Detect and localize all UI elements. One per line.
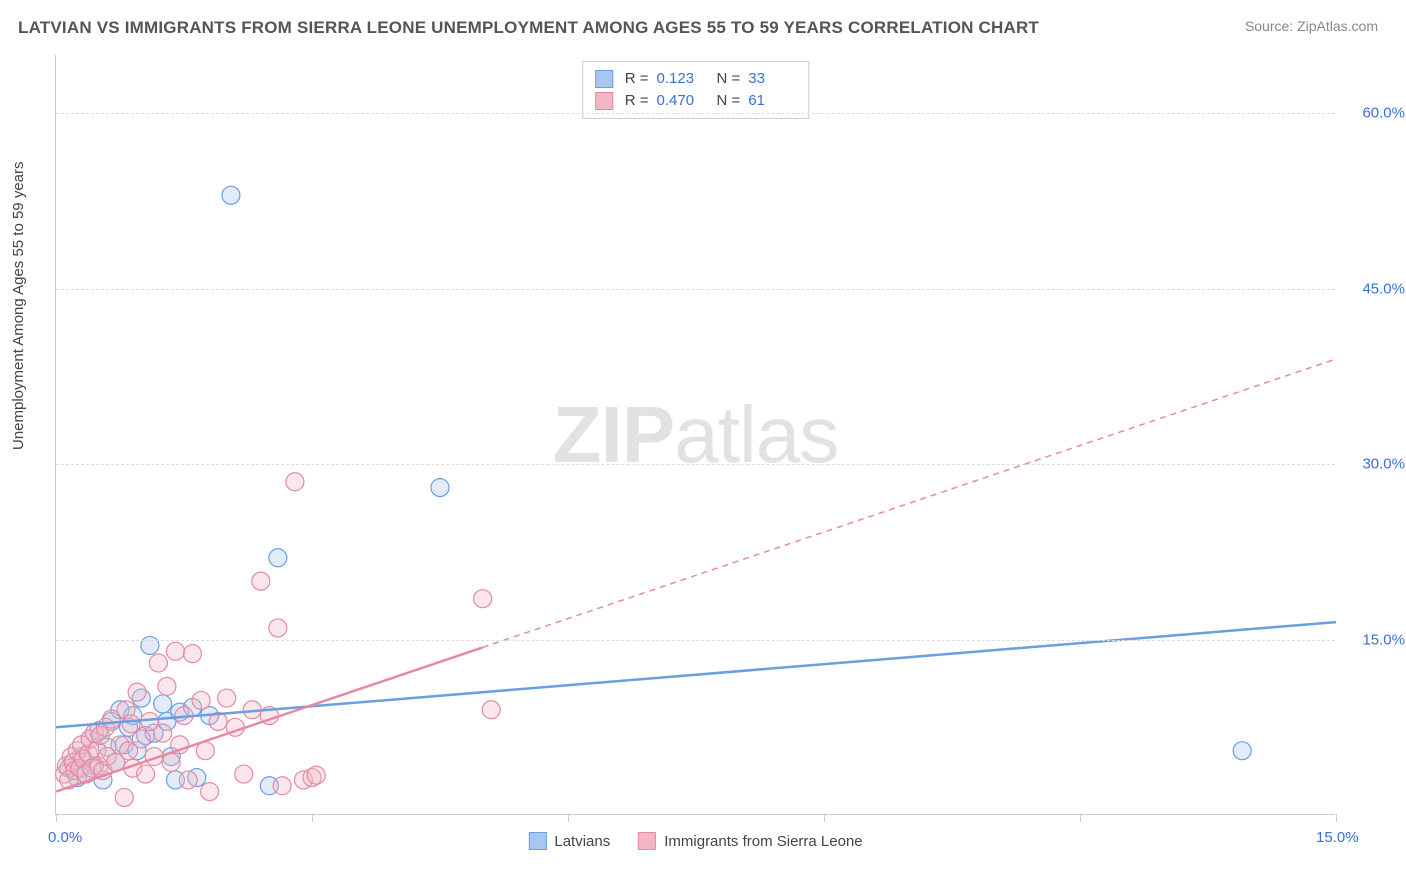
n-value-sierra-leone: 61	[748, 90, 796, 112]
y-axis-label: Unemployment Among Ages 55 to 59 years	[10, 161, 27, 450]
chart-plot-area: ZIPatlas R = 0.123 N = 33 R = 0.470 N = …	[55, 55, 1335, 815]
data-point	[222, 186, 240, 204]
data-point	[179, 771, 197, 789]
data-point	[149, 654, 167, 672]
y-tick-label: 60.0%	[1345, 105, 1405, 122]
legend-stats-row-1: R = 0.123 N = 33	[595, 68, 797, 90]
chart-svg	[56, 55, 1335, 814]
gridline	[56, 640, 1335, 641]
trend-line-extrapolated	[483, 359, 1336, 647]
x-tick	[56, 814, 57, 822]
x-tick	[1080, 814, 1081, 822]
data-point	[128, 683, 146, 701]
data-point	[115, 788, 133, 806]
gridline	[56, 464, 1335, 465]
n-value-latvians: 33	[748, 68, 796, 90]
x-tick-label: 15.0%	[1316, 829, 1359, 846]
legend-item-sierra-leone: Immigrants from Sierra Leone	[638, 832, 862, 850]
y-tick-label: 45.0%	[1345, 280, 1405, 297]
gridline	[56, 289, 1335, 290]
n-label: N =	[717, 90, 741, 112]
data-point	[154, 724, 172, 742]
data-point	[307, 766, 325, 784]
data-point	[184, 645, 202, 663]
x-tick	[568, 814, 569, 822]
y-tick-label: 30.0%	[1345, 456, 1405, 473]
legend-swatch-icon	[638, 832, 656, 850]
data-point	[273, 777, 291, 795]
gridline	[56, 113, 1335, 114]
r-label: R =	[625, 68, 649, 90]
source-attribution: Source: ZipAtlas.com	[1245, 18, 1378, 34]
data-point	[269, 549, 287, 567]
legend-label-sierra-leone: Immigrants from Sierra Leone	[664, 833, 862, 850]
data-point	[235, 765, 253, 783]
data-point	[269, 619, 287, 637]
data-point	[166, 642, 184, 660]
r-value-latvians: 0.123	[657, 68, 705, 90]
r-label: R =	[625, 90, 649, 112]
data-point	[154, 695, 172, 713]
data-point	[137, 765, 155, 783]
legend-item-latvians: Latvians	[528, 832, 610, 850]
legend-stats-row-2: R = 0.470 N = 61	[595, 90, 797, 112]
data-point	[431, 479, 449, 497]
data-point	[1233, 742, 1251, 760]
data-point	[482, 701, 500, 719]
data-point	[201, 783, 219, 801]
chart-title: LATVIAN VS IMMIGRANTS FROM SIERRA LEONE …	[18, 18, 1039, 38]
data-point	[218, 689, 236, 707]
data-point	[158, 677, 176, 695]
legend-stats-box: R = 0.123 N = 33 R = 0.470 N = 61	[582, 61, 810, 119]
data-point	[192, 691, 210, 709]
legend-swatch-latvians	[595, 70, 613, 88]
legend-label-latvians: Latvians	[554, 833, 610, 850]
n-label: N =	[717, 68, 741, 90]
x-tick	[312, 814, 313, 822]
x-tick	[824, 814, 825, 822]
legend-swatch-icon	[528, 832, 546, 850]
data-point	[474, 590, 492, 608]
data-point	[122, 715, 140, 733]
data-point	[132, 730, 150, 748]
trend-line	[56, 622, 1336, 727]
legend-swatch-sierra-leone	[595, 92, 613, 110]
legend-series: Latvians Immigrants from Sierra Leone	[528, 832, 862, 850]
x-tick-label: 0.0%	[48, 829, 82, 846]
x-tick	[1336, 814, 1337, 822]
data-point	[286, 473, 304, 491]
r-value-sierra-leone: 0.470	[657, 90, 705, 112]
y-tick-label: 15.0%	[1345, 631, 1405, 648]
data-point	[252, 572, 270, 590]
